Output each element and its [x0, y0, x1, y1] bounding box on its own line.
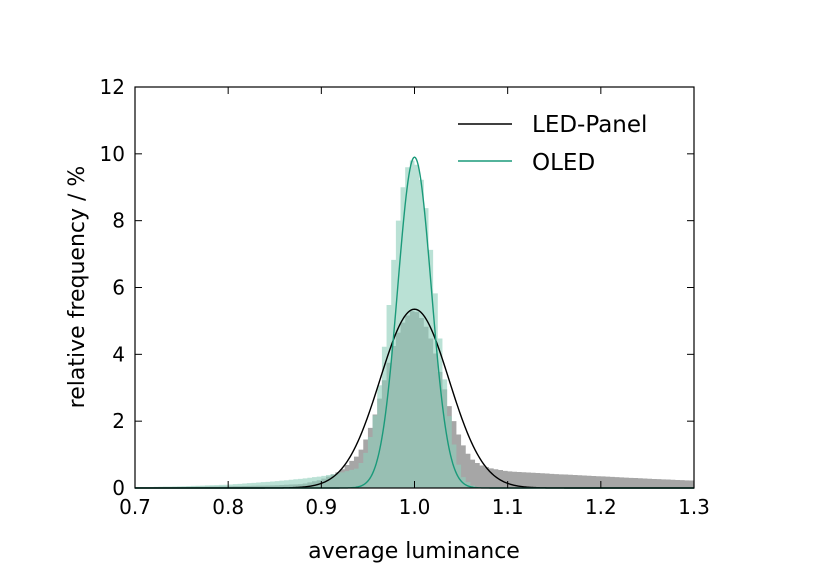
x-tick-label: 1.3 [678, 495, 710, 519]
legend-label-led-panel: LED-Panel [532, 112, 647, 138]
y-tick-label: 2 [112, 409, 125, 433]
x-axis-label: average luminance [308, 539, 520, 564]
y-tick-label: 6 [112, 276, 125, 300]
y-tick-label: 4 [112, 342, 125, 366]
oled-histogram [135, 160, 694, 488]
x-tick-label: 0.8 [212, 495, 244, 519]
y-axis-label: relative frequency / % [65, 166, 90, 409]
histogram-area-oled [135, 160, 694, 488]
x-tick-label: 0.9 [305, 495, 337, 519]
legend-label-oled: OLED [532, 150, 595, 176]
legend: LED-Panel OLED [458, 112, 647, 176]
y-tick-label: 10 [100, 142, 125, 166]
y-axis-ticks: 0 2 4 6 8 10 12 [100, 75, 694, 500]
x-tick-label: 1.1 [492, 495, 524, 519]
x-tick-label: 1.2 [585, 495, 617, 519]
x-axis-ticks: 0.7 0.8 0.9 1.0 1.1 1.2 1.3 [119, 87, 710, 519]
y-tick-label: 0 [112, 476, 125, 500]
x-tick-label: 0.7 [119, 495, 151, 519]
y-tick-label: 12 [100, 75, 125, 99]
y-tick-label: 8 [112, 209, 125, 233]
x-tick-label: 1.0 [399, 495, 431, 519]
